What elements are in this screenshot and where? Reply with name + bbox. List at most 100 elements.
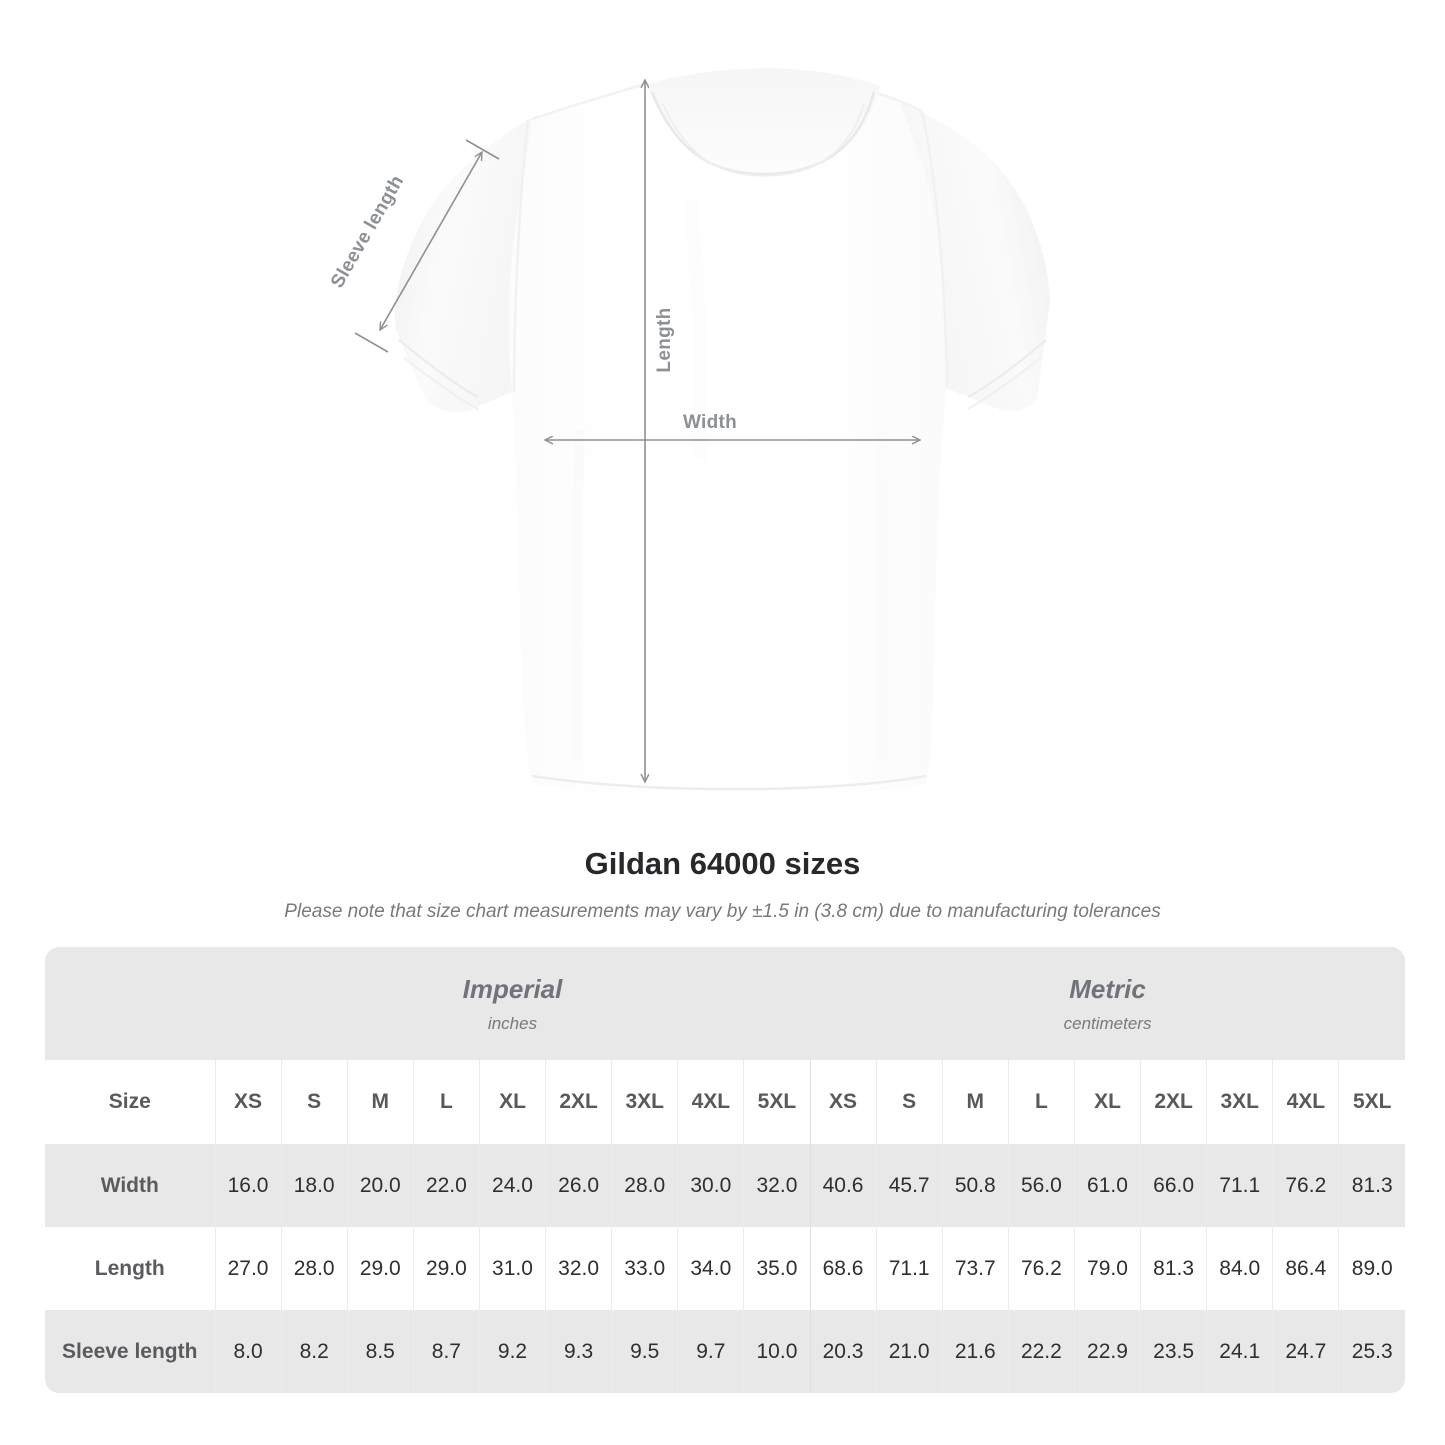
size-header-cell: 5XL (1338, 1060, 1406, 1144)
unit-name: Metric (1069, 973, 1146, 1004)
row-label: Sleeve length (45, 1310, 215, 1393)
measurement-cell: 8.7 (412, 1310, 480, 1393)
size-column-header: Size (45, 1060, 215, 1144)
size-header-cell: L (1007, 1060, 1075, 1144)
row-label: Width (45, 1144, 215, 1227)
measurement-cell: 27.0 (214, 1227, 282, 1310)
tolerance-note: Please note that size chart measurements… (284, 901, 1161, 922)
measurement-cell: 21.0 (875, 1310, 943, 1393)
measurement-cell: 31.0 (478, 1227, 546, 1310)
measurement-cell: 35.0 (743, 1227, 810, 1310)
measurement-cell: 71.1 (875, 1227, 943, 1310)
measurement-cell: 23.5 (1140, 1310, 1207, 1393)
measurement-cell: 20.0 (346, 1144, 414, 1227)
size-header-cell: XS (214, 1060, 282, 1144)
measurement-cell: 89.0 (1338, 1227, 1406, 1310)
measurement-cell: 50.8 (941, 1144, 1009, 1227)
measurement-cell: 61.0 (1073, 1144, 1141, 1227)
measurement-cell: 66.0 (1140, 1144, 1207, 1227)
size-header-cell: 4XL (677, 1060, 744, 1144)
unit-subtitle: centimeters (1063, 1013, 1152, 1033)
measurement-cell: 9.5 (611, 1310, 678, 1393)
unit-header-imperial: Imperial inches (215, 947, 810, 1060)
size-header-cell: 3XL (611, 1060, 678, 1144)
table-row: Sleeve length 8.0 8.2 8.5 8.7 9.2 9.3 9.5 9.7 10.… (45, 1310, 1406, 1393)
tshirt-diagram: Sleeve length Length Width (327, 65, 1050, 798)
measurement-cell: 24.1 (1206, 1310, 1273, 1393)
measurement-cell: 56.0 (1007, 1144, 1075, 1227)
unit-header-metric: Metric centimeters (810, 947, 1406, 1060)
measurement-cell: 86.4 (1272, 1227, 1339, 1310)
tshirt-silhouette (395, 65, 1050, 798)
measurement-cell: 20.3 (809, 1310, 877, 1393)
measurement-cell: 22.9 (1073, 1310, 1141, 1393)
measurement-cell: 40.6 (809, 1144, 877, 1227)
size-header-row: Size XS S M L XL 2XL 3XL 4XL 5XL XS S M L XL 2XL 3XL 4XL 5… (45, 1060, 1406, 1144)
size-header-cell: 3XL (1206, 1060, 1273, 1144)
size-header-cell: 2XL (1140, 1060, 1207, 1144)
measurement-cell: 22.2 (1007, 1310, 1075, 1393)
dimension-lines (354, 80, 920, 782)
measurement-cell: 73.7 (941, 1227, 1009, 1310)
measurement-cell: 30.0 (677, 1144, 744, 1227)
measurement-cell: 10.0 (743, 1310, 810, 1393)
measurement-cell: 8.2 (280, 1310, 348, 1393)
size-header-cell: XS (809, 1060, 877, 1144)
measurement-cell: 28.0 (280, 1227, 348, 1310)
measurement-cell: 9.2 (478, 1310, 546, 1393)
measurement-cell: 24.0 (478, 1144, 546, 1227)
size-chart-table: Imperial inches Metric centimeters Size XS S M L… (45, 947, 1406, 1393)
size-header-cell: M (346, 1060, 414, 1144)
unit-band-row: Imperial inches Metric centimeters (45, 947, 1406, 1060)
measurement-cell: 33.0 (611, 1227, 678, 1310)
measurement-cell: 34.0 (677, 1227, 744, 1310)
unit-name: Imperial (462, 973, 563, 1004)
measurement-cell: 8.5 (346, 1310, 414, 1393)
size-header-cell: M (941, 1060, 1009, 1144)
measurement-cell: 28.0 (611, 1144, 678, 1227)
unit-band-spacer (45, 947, 215, 1060)
measurement-cell: 76.2 (1272, 1144, 1339, 1227)
unit-subtitle: inches (487, 1013, 538, 1033)
measurement-cell: 45.7 (875, 1144, 943, 1227)
sleeve-length-dimension-line (380, 152, 482, 330)
measurement-cell: 81.3 (1140, 1227, 1207, 1310)
size-header-cell: L (412, 1060, 480, 1144)
tshirt-illustration (354, 65, 1050, 798)
measurement-cell: 24.7 (1272, 1310, 1339, 1393)
measurement-cell: 9.3 (545, 1310, 612, 1393)
size-header-cell: XL (478, 1060, 546, 1144)
size-header-cell: XL (1073, 1060, 1141, 1144)
measurement-cell: 25.3 (1338, 1310, 1406, 1393)
measurement-cell: 18.0 (280, 1144, 348, 1227)
measurement-cell: 32.0 (743, 1144, 810, 1227)
measurement-cell: 26.0 (545, 1144, 612, 1227)
sleeve-tick-top (465, 139, 500, 160)
measurement-cell: 84.0 (1206, 1227, 1273, 1310)
size-header-cell: S (875, 1060, 943, 1144)
measurement-cell: 81.3 (1338, 1144, 1406, 1227)
measurement-cell: 22.0 (412, 1144, 480, 1227)
measurement-cell: 29.0 (346, 1227, 414, 1310)
measurement-cell: 29.0 (412, 1227, 480, 1310)
measurement-cell: 32.0 (545, 1227, 612, 1310)
size-header-cell: S (280, 1060, 348, 1144)
measurement-cell: 8.0 (214, 1310, 282, 1393)
size-header-cell: 5XL (743, 1060, 810, 1144)
width-label: Width (682, 412, 738, 433)
size-chart-table-wrapper: Imperial inches Metric centimeters Size XS S M L… (45, 947, 1406, 1393)
page-title: Gildan 64000 sizes (584, 846, 861, 881)
size-header-cell: 4XL (1272, 1060, 1339, 1144)
table-row: Width 16.0 18.0 20.0 22.0 24.0 26.0 28.0 30.0 32.… (45, 1144, 1406, 1227)
measurement-cell: 68.6 (809, 1227, 877, 1310)
row-label: Length (45, 1227, 215, 1310)
measurement-cell: 71.1 (1206, 1144, 1273, 1227)
table-row: Length 27.0 28.0 29.0 29.0 31.0 32.0 33.0 34.0 35… (45, 1227, 1406, 1310)
measurement-cell: 21.6 (941, 1310, 1009, 1393)
measurement-cell: 9.7 (677, 1310, 744, 1393)
length-label: Length (654, 307, 675, 373)
measurement-cell: 76.2 (1007, 1227, 1075, 1310)
measurement-cell: 79.0 (1073, 1227, 1141, 1310)
title-block: Gildan 64000 sizes Please note that size… (0, 845, 1445, 925)
measurement-cell: 16.0 (214, 1144, 282, 1227)
